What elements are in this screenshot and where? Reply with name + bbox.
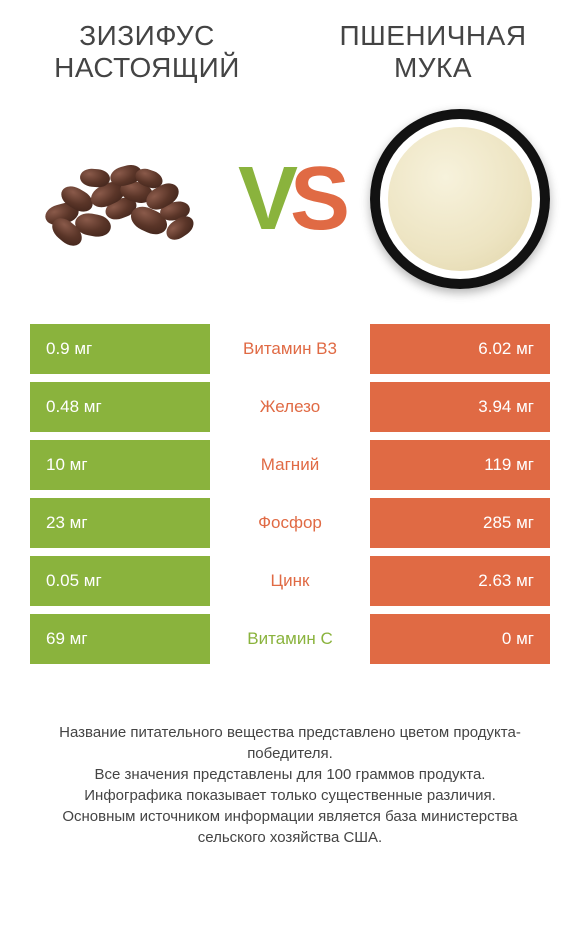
nutrient-label: Витамин B3 (210, 324, 370, 374)
vs-v: V (238, 148, 290, 251)
left-value: 10 мг (30, 440, 210, 490)
right-value: 6.02 мг (370, 324, 550, 374)
footer-line: Все значения представлены для 100 граммо… (30, 764, 550, 785)
left-value: 69 мг (30, 614, 210, 664)
right-value: 3.94 мг (370, 382, 550, 432)
table-row: 0.48 мг Железо 3.94 мг (30, 382, 550, 432)
comparison-table: 0.9 мг Витамин B3 6.02 мг 0.48 мг Железо… (0, 324, 580, 664)
table-row: 0.05 мг Цинк 2.63 мг (30, 556, 550, 606)
jujube-icon (35, 144, 205, 254)
vs-s: S (290, 148, 342, 251)
flour-bowl-icon (370, 109, 550, 289)
left-value: 0.48 мг (30, 382, 210, 432)
right-value: 2.63 мг (370, 556, 550, 606)
right-product-title: Пшеничная мука (316, 20, 550, 84)
left-product-image (30, 109, 210, 289)
vs-label: VS (238, 148, 342, 251)
footer-line: Название питательного вещества представл… (30, 722, 550, 764)
nutrient-label: Фосфор (210, 498, 370, 548)
table-row: 0.9 мг Витамин B3 6.02 мг (30, 324, 550, 374)
images-row: VS (0, 94, 580, 324)
right-value: 0 мг (370, 614, 550, 664)
right-value: 119 мг (370, 440, 550, 490)
footer-line: Основным источником информации является … (30, 806, 550, 848)
right-product-image (370, 109, 550, 289)
header: Зизифус настоящий Пшеничная мука (0, 0, 580, 94)
table-row: 23 мг Фосфор 285 мг (30, 498, 550, 548)
left-value: 23 мг (30, 498, 210, 548)
left-value: 0.9 мг (30, 324, 210, 374)
left-product-title: Зизифус настоящий (30, 20, 264, 84)
left-value: 0.05 мг (30, 556, 210, 606)
nutrient-label: Магний (210, 440, 370, 490)
right-value: 285 мг (370, 498, 550, 548)
table-row: 10 мг Магний 119 мг (30, 440, 550, 490)
nutrient-label: Железо (210, 382, 370, 432)
nutrient-label: Цинк (210, 556, 370, 606)
nutrient-label: Витамин C (210, 614, 370, 664)
footer-notes: Название питательного вещества представл… (0, 672, 580, 868)
table-row: 69 мг Витамин C 0 мг (30, 614, 550, 664)
footer-line: Инфографика показывает только существенн… (30, 785, 550, 806)
